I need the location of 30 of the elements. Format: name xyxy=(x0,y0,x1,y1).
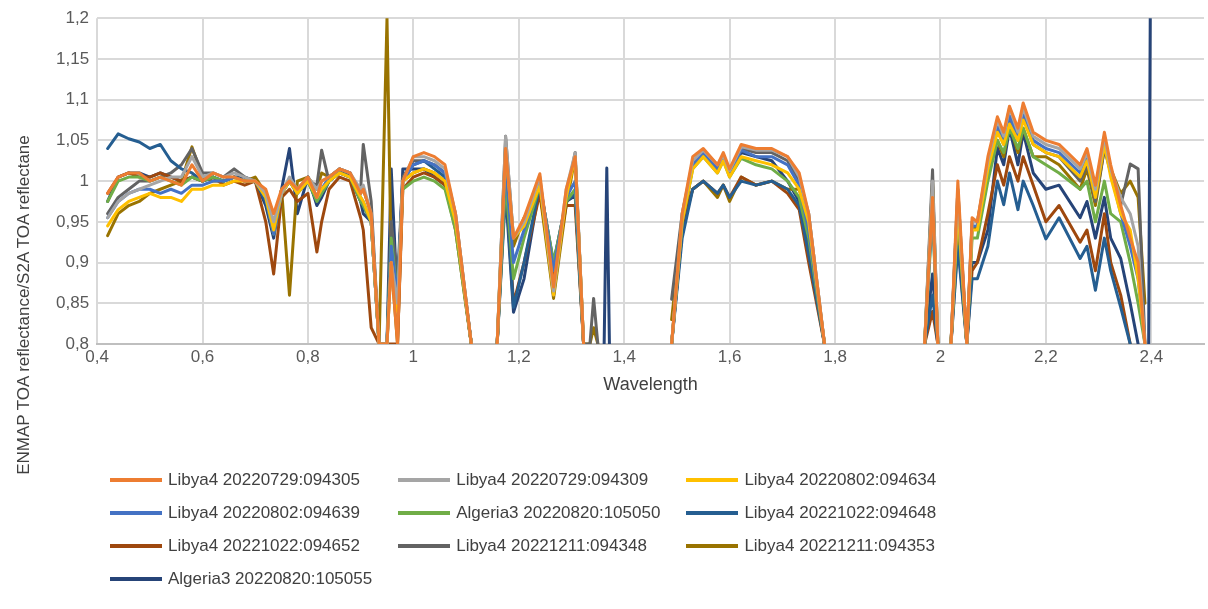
y-tick-label: 0,9 xyxy=(65,252,90,272)
x-tick-label: 2 xyxy=(935,346,946,366)
y-tick-label: 1,15 xyxy=(55,48,90,68)
x-tick-label: 2,2 xyxy=(1034,346,1058,366)
x-tick-label: 1,4 xyxy=(612,346,637,366)
x-tick-label: 2,4 xyxy=(1139,346,1164,366)
x-tick-label: 1 xyxy=(408,346,419,366)
legend-label: Libya4 20221022:094652 xyxy=(168,536,360,556)
x-tick-label: 0,8 xyxy=(296,346,320,366)
y-tick-label: 1,1 xyxy=(65,89,90,109)
legend-label: Libya4 20220802:094639 xyxy=(168,503,360,523)
x-axis-title: Wavelength xyxy=(603,374,698,395)
x-tick-label: 1,8 xyxy=(823,346,847,366)
y-tick-label: 1,2 xyxy=(65,7,90,27)
x-tick-label: 1,6 xyxy=(717,346,742,366)
y-tick-label: 1,05 xyxy=(55,130,90,150)
y-tick-label: 1 xyxy=(79,170,90,190)
x-tick-label: 0,6 xyxy=(190,346,215,366)
legend-label: Libya4 20220729:094305 xyxy=(168,470,360,490)
y-tick-label: 0,95 xyxy=(55,211,90,231)
legend-label: Libya4 20220729:094309 xyxy=(456,470,649,490)
legend-label: Algeria3 20220820:105055 xyxy=(168,569,373,589)
legend-label: Algeria3 20220820:105050 xyxy=(456,503,661,523)
y-axis-title: ENMAP TOA reflectance/S2A TOA reflectane xyxy=(14,134,34,475)
legend-label: Libya4 20221022:094648 xyxy=(744,503,937,523)
legend-label: Libya4 20221211:094353 xyxy=(744,536,936,556)
legend-label: Libya4 20220802:094634 xyxy=(744,470,937,490)
y-tick-label: 0,85 xyxy=(55,292,90,312)
legend-label: Libya4 20221211:094348 xyxy=(456,536,647,556)
x-tick-label: 1,2 xyxy=(506,346,531,366)
